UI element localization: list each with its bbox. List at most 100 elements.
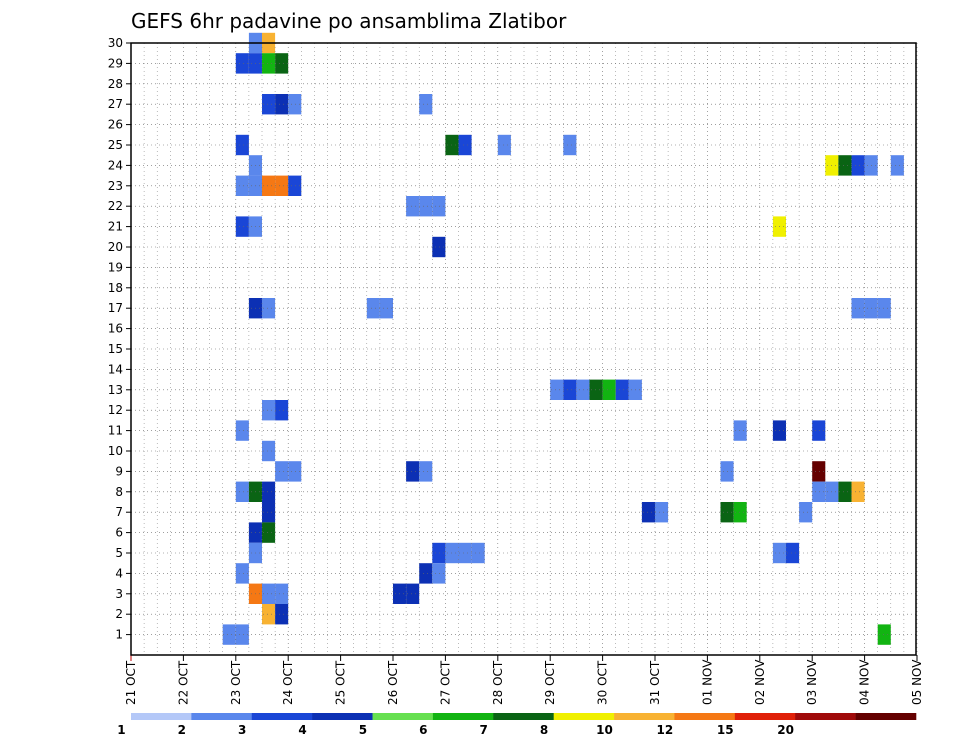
y-tick-label-28: 28 [108,77,123,91]
heatmap-cell-25 [262,175,276,196]
colorbar-swatch-1 [191,713,253,720]
heatmap-cell-83 [432,542,446,564]
heatmap-cell-12 [235,134,249,156]
heatmap-cell-63 [235,481,249,502]
x-tick-label-0: 21 OCT [124,660,138,705]
heatmap-cell-14 [458,134,472,156]
heatmap-cell-58 [288,461,302,482]
heatmap-cell-74 [655,502,669,523]
heatmap-cell-76 [733,502,747,523]
colorbar-label-7: 7 [480,723,488,737]
y-tick-label-13: 13 [108,383,123,397]
heatmap-cell-4 [262,53,276,74]
heatmap-cells [222,32,904,645]
y-tick-label-24: 24 [108,158,123,172]
heatmap-cell-86 [471,542,485,564]
heatmap-cell-42 [550,379,564,400]
x-tick-label-11: 01 NOV [700,659,714,705]
heatmap-cell-55 [812,420,826,441]
heatmap-cell-62 [812,461,826,482]
colorbar-swatch-9 [674,713,736,720]
y-tick-label-3: 3 [115,587,123,601]
y-tick-label-4: 4 [115,566,123,580]
heatmap-cell-30 [432,196,446,217]
y-tick-label-30: 30 [108,36,123,50]
heatmap-cell-29 [419,196,433,217]
heatmap-cell-45 [589,379,603,400]
colorbar-label-2: 2 [178,723,186,737]
y-tick-label-18: 18 [108,281,123,295]
heatmap-cell-41 [877,298,891,319]
y-tick-label-22: 22 [108,199,123,213]
colorbar-label-20: 20 [777,723,794,737]
colorbar-swatch-4 [372,713,434,720]
y-tick-label-17: 17 [108,301,123,315]
y-tick-label-20: 20 [108,240,123,254]
y-tick-label-8: 8 [115,485,123,499]
heatmap-cell-19 [838,155,852,176]
heatmap-cell-49 [262,400,276,421]
heatmap-cell-47 [615,379,629,400]
heatmap-cell-43 [563,379,577,400]
x-tick-label-14: 04 NOV [858,659,872,705]
colorbar-label-12: 12 [656,723,673,737]
heatmap-cell-69 [851,481,865,502]
y-tick-label-19: 19 [108,260,123,274]
heatmap-cell-60 [419,461,433,482]
heatmap-cell-23 [235,175,249,196]
heatmap-cell-100 [222,624,236,645]
y-tick-label-2: 2 [115,607,123,621]
x-tick-label-12: 02 NOV [753,659,767,705]
x-tick-label-13: 03 NOV [805,659,819,705]
heatmap-cell-7 [262,94,276,115]
heatmap-cell-93 [262,583,276,604]
colorbar-swatch-0 [131,713,192,720]
colorbar-swatch-11 [795,713,856,720]
heatmap-cell-39 [851,298,865,319]
x-tick-label-2: 23 OCT [229,660,243,705]
y-tick-label-10: 10 [108,444,123,458]
colorbar-swatch-3 [312,713,373,720]
heatmap-cell-98 [262,604,276,625]
heatmap-cell-52 [235,420,249,441]
heatmap-cell-15 [497,134,511,156]
x-tick-label-1: 22 OCT [176,660,190,705]
heatmap-cell-50 [275,400,289,421]
heatmap-cell-91 [432,563,446,584]
heatmap-cell-37 [366,298,380,319]
x-tick-label-4: 25 OCT [334,660,348,705]
heatmap-cell-16 [563,134,577,156]
heatmap-cell-94 [275,583,289,604]
colorbar: 1 2 3 4 5 6 7 8 10 12 15 20 [117,713,917,737]
colorbar-swatch-2 [251,713,313,720]
heatmap-cell-44 [576,379,590,400]
heatmap-cell-79 [262,522,276,543]
x-tick-label-9: 30 OCT [596,660,610,705]
colorbar-label-6: 6 [419,723,427,737]
y-tick-label-29: 29 [108,56,123,70]
heatmap-cell-20 [851,155,865,176]
heatmap-cell-2 [235,53,249,74]
heatmap-cell-77 [799,502,813,523]
colorbar-label-15: 15 [717,723,734,737]
heatmap-cell-10 [419,94,433,115]
heatmap-cell-5 [275,53,289,74]
heatmap-cell-31 [235,216,249,237]
y-axis: 1234567891011121314151617181920212223242… [108,36,131,642]
heatmap-cell-9 [288,94,302,115]
heatmap-cell-85 [458,542,472,564]
heatmap-cell-73 [641,502,655,523]
heatmap-cell-66 [812,481,826,502]
heatmap-cell-27 [288,175,302,196]
x-tick-label-7: 28 OCT [491,660,505,705]
heatmap-cell-36 [262,298,276,319]
y-tick-label-5: 5 [115,546,123,560]
heatmap-cell-89 [235,563,249,584]
colorbar-label-5: 5 [359,723,367,737]
x-tick-label-6: 27 OCT [438,660,452,705]
colorbar-label-3: 3 [238,723,246,737]
heatmap-cell-68 [838,481,852,502]
y-tick-label-23: 23 [108,179,123,193]
heatmap-cell-99 [275,604,289,625]
y-tick-label-7: 7 [115,505,123,519]
